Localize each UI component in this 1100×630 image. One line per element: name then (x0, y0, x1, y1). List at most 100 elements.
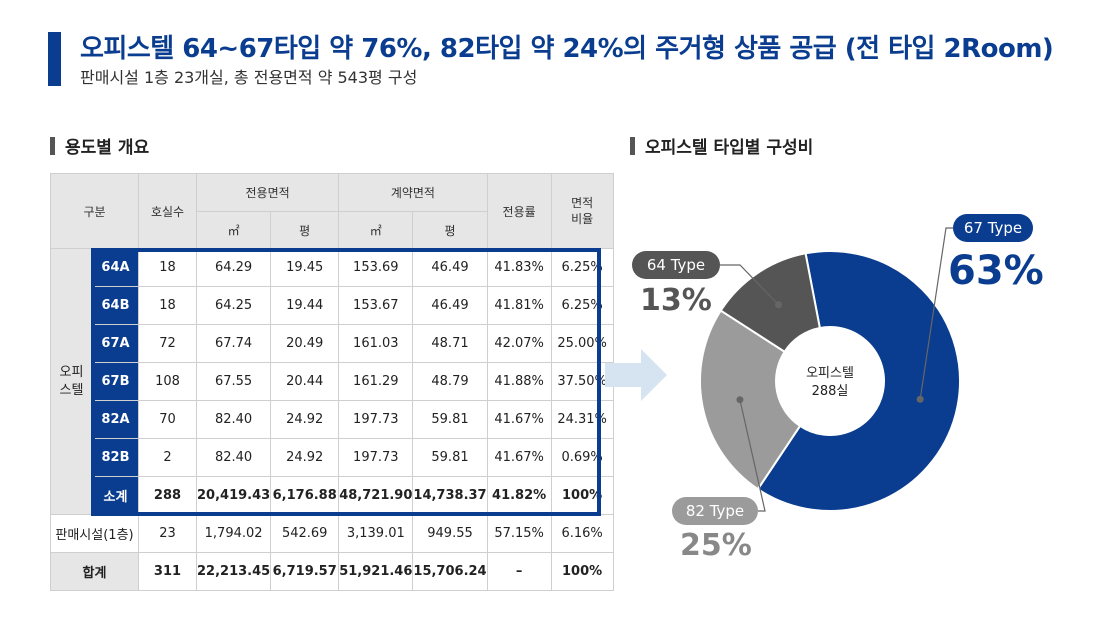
type-label: 82A (92, 400, 139, 439)
cell-ratio: 57.15% (486, 514, 552, 553)
type-label: 64B (92, 286, 139, 325)
donut-slice-64-type (719, 252, 822, 354)
cell-units: 2 (138, 438, 197, 477)
table-row: 64B 18 64.25 19.44 153.67 46.49 41.81% 6.25% (51, 286, 614, 325)
cell-units: 288 (138, 476, 197, 515)
cell-ex_m2: 82.40 (195, 438, 272, 477)
cell-ex_py: 20.49 (270, 324, 340, 363)
slice-label: 64 Type (632, 251, 720, 279)
cell-ex_py: 19.45 (270, 248, 340, 287)
section-marker (630, 136, 635, 155)
cell-ex_m2: 67.74 (195, 324, 272, 363)
cell-units: 70 (138, 400, 197, 439)
cell-ct_py: 59.81 (412, 438, 488, 477)
cell-ct_m2: 153.69 (338, 248, 414, 287)
header-ratio: 전용률 (486, 173, 552, 249)
cell-ex_m2: 64.29 (195, 248, 272, 287)
header-contract-area: 계약면적 (338, 173, 488, 212)
slice-label: 82 Type (672, 497, 758, 525)
officetel-group-label: 오피 스텔 (50, 248, 93, 515)
leader-line (739, 399, 766, 512)
type-label: 64A (92, 248, 139, 287)
type-label: 67A (92, 324, 139, 363)
slice-percent: 13% (640, 283, 712, 318)
header-ct-sqm: ㎡ (338, 211, 414, 249)
cell-ex_py: 542.69 (270, 514, 340, 553)
cell-ct_py: 949.55 (412, 514, 488, 553)
cell-ct_py: 15,706.24 (412, 552, 488, 591)
cell-area: 25.00% (550, 324, 614, 363)
cell-units: 72 (138, 324, 197, 363)
table-row: 67A 72 67.74 20.49 161.03 48.71 42.07% 25.00% (51, 324, 614, 363)
cell-ct_m2: 3,139.01 (338, 514, 414, 553)
cell-ex_py: 19.44 (270, 286, 340, 325)
cell-ratio: 41.82% (486, 476, 552, 515)
cell-ct_py: 46.49 (412, 286, 488, 325)
table-row: 소계 288 20,419.43 6,176.88 48,721.90 14,738.37… (51, 476, 614, 515)
donut-slice-67-type (756, 250, 961, 512)
cell-ct_m2: 161.03 (338, 324, 414, 363)
cell-ratio: 41.83% (486, 248, 552, 287)
cell-ex_py: 24.92 (270, 400, 340, 439)
slice-percent: 63% (948, 248, 1044, 294)
slice-percent: 25% (680, 528, 752, 563)
leader-line (720, 264, 779, 306)
total-row: 합계 311 22,213.45 6,719.57 51,921.46 15,706.24… (50, 552, 614, 591)
cell-area: 24.31% (550, 400, 614, 439)
header-units: 호실수 (138, 173, 197, 249)
slice-label: 67 Type (953, 214, 1033, 242)
leader-dot (736, 396, 744, 404)
cell-area: 100% (550, 476, 614, 515)
type-label: 82B (92, 438, 139, 477)
type-label: 소계 (92, 476, 139, 515)
table-row: 67B 108 67.55 20.44 161.29 48.79 41.88% 37.50% (51, 362, 614, 401)
cell-ct_m2: 197.73 (338, 438, 414, 477)
cell-units: 311 (138, 552, 197, 591)
cell-ex_py: 24.92 (270, 438, 340, 477)
cell-ex_m2: 1,794.02 (195, 514, 272, 553)
header-ex-pyeong: 평 (270, 211, 340, 249)
section-marker (50, 136, 55, 155)
header-category: 구분 (50, 173, 139, 249)
cell-ex_m2: 67.55 (195, 362, 272, 401)
cell-units: 18 (138, 286, 197, 325)
type-section-title: 오피스텔 타입별 구성비 (630, 133, 813, 158)
cell-ct_m2: 161.29 (338, 362, 414, 401)
retail-label: 판매시설(1층) (50, 514, 139, 553)
cell-area: 0.69% (550, 438, 614, 477)
cell-ratio: – (486, 552, 552, 591)
leader-line (919, 227, 953, 400)
cell-ct_m2: 48,721.90 (338, 476, 414, 515)
cell-units: 18 (138, 248, 197, 287)
donut-center-value: 288실 (812, 384, 849, 399)
cell-units: 108 (138, 362, 197, 401)
cell-ct_py: 46.49 (412, 248, 488, 287)
cell-ex_m2: 22,213.45 (195, 552, 272, 591)
page-subtitle: 판매시설 1층 23개실, 총 전용면적 약 543평 구성 (80, 68, 418, 87)
table-row: 82A 70 82.40 24.92 197.73 59.81 41.67% 24.31% (51, 400, 614, 439)
cell-area: 100% (550, 552, 614, 591)
table-row: 82B 2 82.40 24.92 197.73 59.81 41.67% 0.69% (51, 438, 614, 477)
table-row: 오피 스텔 64A 18 64.29 19.45 153.69 46.49 41.83% 6.2… (50, 248, 614, 515)
cell-ct_py: 48.71 (412, 324, 488, 363)
cell-ex_py: 6,719.57 (270, 552, 340, 591)
cell-ratio: 41.88% (486, 362, 552, 401)
leader-dot (775, 301, 783, 309)
arrow-right-icon (605, 349, 667, 401)
donut-slice-82-type (699, 309, 802, 491)
cell-area: 6.25% (550, 248, 614, 287)
usage-section-title: 용도별 개요 (50, 133, 149, 158)
cell-area: 6.16% (550, 514, 614, 553)
page-title: 오피스텔 64~67타입 약 76%, 82타입 약 24%의 주거형 상품 공… (80, 34, 1054, 64)
total-label: 합계 (50, 552, 139, 591)
leader-dot (916, 395, 924, 403)
title-accent-bar (48, 32, 61, 86)
cell-ct_py: 48.79 (412, 362, 488, 401)
cell-ex_m2: 20,419.43 (195, 476, 272, 515)
retail-row: 판매시설(1층) 23 1,794.02 542.69 3,139.01 949.55 57… (50, 514, 614, 553)
cell-ratio: 41.81% (486, 286, 552, 325)
cell-ratio: 41.67% (486, 438, 552, 477)
type-label: 67B (92, 362, 139, 401)
cell-ratio: 41.67% (486, 400, 552, 439)
cell-ex_py: 20.44 (270, 362, 340, 401)
